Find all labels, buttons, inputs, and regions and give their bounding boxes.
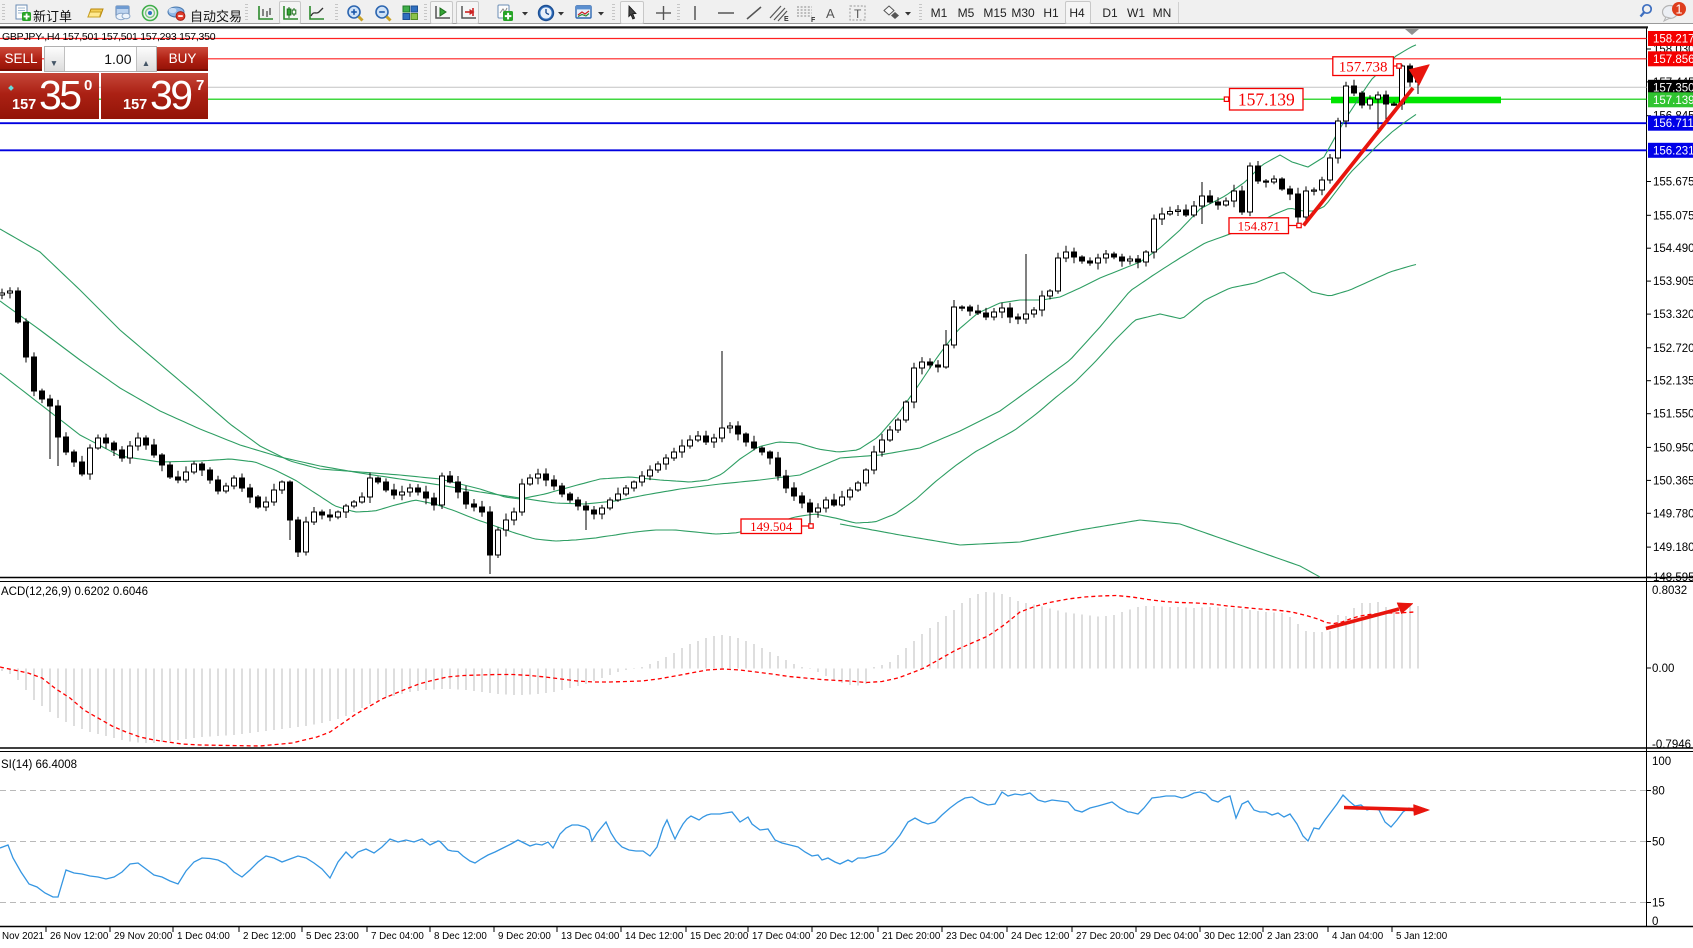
svg-text:26 Nov 12:00: 26 Nov 12:00 xyxy=(50,931,109,942)
svg-text:0.8032: 0.8032 xyxy=(1652,585,1687,597)
svg-text:158.217: 158.217 xyxy=(1653,34,1693,46)
svg-text:149.780: 149.780 xyxy=(1653,508,1693,520)
svg-text:8 Dec 12:00: 8 Dec 12:00 xyxy=(434,931,487,942)
svg-text:153.905: 153.905 xyxy=(1653,276,1693,288)
svg-text:GBPJPY-,H4 157,501 157,501 157: GBPJPY-,H4 157,501 157,501 157,293 157,3… xyxy=(2,31,216,43)
svg-text:156.711: 156.711 xyxy=(1653,118,1693,130)
svg-text:7 Dec 04:00: 7 Dec 04:00 xyxy=(371,931,424,942)
svg-text:0.00: 0.00 xyxy=(1652,663,1674,675)
svg-text:152.135: 152.135 xyxy=(1653,376,1693,388)
svg-text:27 Dec 20:00: 27 Dec 20:00 xyxy=(1076,931,1135,942)
svg-text:152.720: 152.720 xyxy=(1653,343,1693,355)
svg-text:E: E xyxy=(784,16,789,23)
svg-text:17 Dec 04:00: 17 Dec 04:00 xyxy=(752,931,811,942)
svg-text:154.490: 154.490 xyxy=(1653,243,1693,255)
svg-text:A: A xyxy=(826,6,835,21)
svg-text:100: 100 xyxy=(1652,756,1671,768)
svg-text:157.856: 157.856 xyxy=(1653,54,1693,66)
svg-text:14 Dec 12:00: 14 Dec 12:00 xyxy=(625,931,684,942)
svg-text:154.871: 154.871 xyxy=(1238,218,1280,233)
svg-text:21 Dec 20:00: 21 Dec 20:00 xyxy=(882,931,941,942)
svg-text:1: 1 xyxy=(1676,3,1683,17)
svg-text:50: 50 xyxy=(1652,837,1665,849)
svg-text:T: T xyxy=(854,7,862,21)
svg-text:-0.7946: -0.7946 xyxy=(1652,739,1691,751)
svg-text:SI(14) 66.4008: SI(14) 66.4008 xyxy=(1,759,77,771)
svg-text:30 Dec 12:00: 30 Dec 12:00 xyxy=(1204,931,1263,942)
svg-text:157.738: 157.738 xyxy=(1339,60,1388,76)
svg-text:15: 15 xyxy=(1652,898,1665,910)
svg-text:4 Jan 04:00: 4 Jan 04:00 xyxy=(1332,931,1384,942)
svg-text:Nov 2021: Nov 2021 xyxy=(2,931,44,942)
svg-text:0: 0 xyxy=(1652,916,1658,928)
svg-text:9 Dec 20:00: 9 Dec 20:00 xyxy=(498,931,551,942)
svg-text:156.231: 156.231 xyxy=(1653,145,1693,157)
svg-text:150.950: 150.950 xyxy=(1653,442,1693,454)
svg-text:2 Jan 23:00: 2 Jan 23:00 xyxy=(1267,931,1319,942)
svg-text:157.139: 157.139 xyxy=(1653,95,1693,107)
svg-text:15 Dec 20:00: 15 Dec 20:00 xyxy=(690,931,749,942)
svg-text:151.550: 151.550 xyxy=(1653,409,1693,421)
svg-text:150.365: 150.365 xyxy=(1653,475,1693,487)
svg-text:24 Dec 12:00: 24 Dec 12:00 xyxy=(1011,931,1070,942)
svg-text:148.595: 148.595 xyxy=(1653,572,1693,584)
svg-text:153.320: 153.320 xyxy=(1653,309,1693,321)
svg-text:ACD(12,26,9) 0.6202 0.6046: ACD(12,26,9) 0.6202 0.6046 xyxy=(1,586,148,598)
svg-text:1 Dec 04:00: 1 Dec 04:00 xyxy=(177,931,230,942)
svg-text:80: 80 xyxy=(1652,786,1665,798)
svg-text:149.504: 149.504 xyxy=(750,519,793,534)
svg-text:155.075: 155.075 xyxy=(1653,210,1693,222)
svg-text:157.350: 157.350 xyxy=(1653,82,1693,94)
svg-text:13 Dec 04:00: 13 Dec 04:00 xyxy=(561,931,620,942)
svg-text:5 Dec 23:00: 5 Dec 23:00 xyxy=(306,931,359,942)
svg-text:5 Jan 12:00: 5 Jan 12:00 xyxy=(1396,931,1448,942)
svg-text:20 Dec 12:00: 20 Dec 12:00 xyxy=(816,931,875,942)
svg-text:157.139: 157.139 xyxy=(1238,90,1295,110)
svg-text:23 Dec 04:00: 23 Dec 04:00 xyxy=(946,931,1005,942)
svg-text:29 Dec 04:00: 29 Dec 04:00 xyxy=(1140,931,1199,942)
svg-text:29 Nov 20:00: 29 Nov 20:00 xyxy=(114,931,173,942)
svg-text:F: F xyxy=(811,17,816,23)
svg-text:149.180: 149.180 xyxy=(1653,542,1693,554)
svg-text:155.675: 155.675 xyxy=(1653,177,1693,189)
svg-text:2 Dec 12:00: 2 Dec 12:00 xyxy=(243,931,296,942)
